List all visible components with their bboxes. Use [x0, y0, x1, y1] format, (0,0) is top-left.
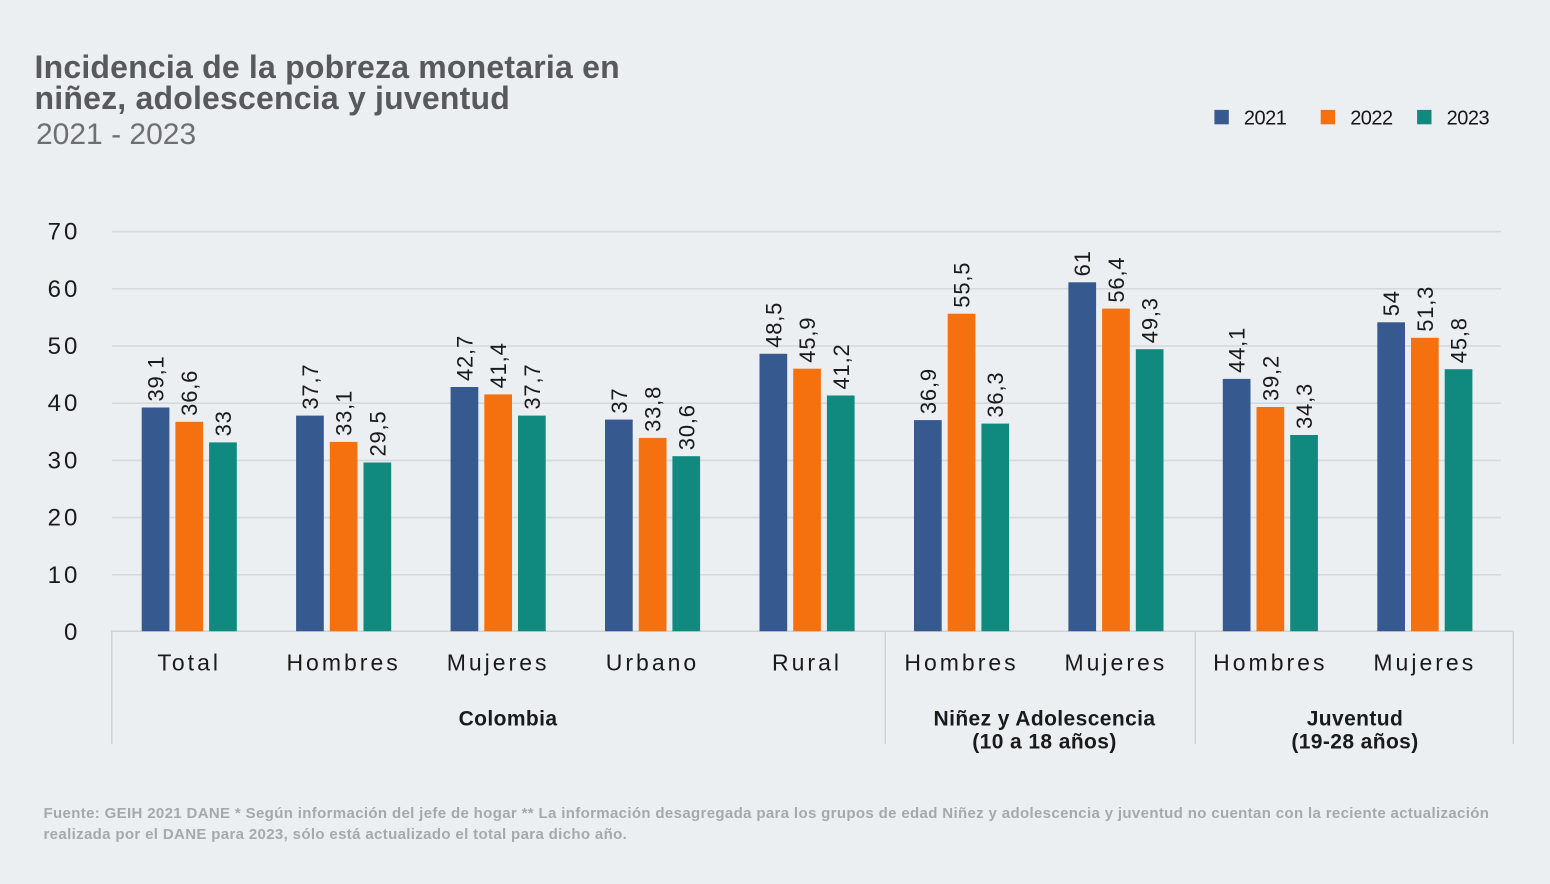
svg-text:29,5: 29,5 — [365, 410, 390, 456]
svg-text:2021: 2021 — [1244, 107, 1287, 129]
svg-text:2023: 2023 — [1447, 107, 1490, 129]
svg-text:10: 10 — [48, 562, 81, 589]
svg-text:39,1: 39,1 — [144, 355, 169, 401]
svg-text:48,5: 48,5 — [761, 302, 786, 348]
svg-text:Mujeres: Mujeres — [447, 650, 550, 676]
svg-text:45,8: 45,8 — [1447, 317, 1472, 363]
svg-text:Mujeres: Mujeres — [1373, 650, 1476, 676]
svg-text:(19-28 años): (19-28 años) — [1291, 731, 1418, 754]
svg-text:36,3: 36,3 — [983, 372, 1008, 418]
svg-text:Hombres: Hombres — [286, 650, 400, 676]
svg-text:36,9: 36,9 — [916, 368, 941, 414]
svg-text:Urbano: Urbano — [606, 650, 699, 676]
svg-text:54: 54 — [1379, 290, 1404, 316]
svg-text:Hombres: Hombres — [904, 650, 1018, 676]
svg-text:61: 61 — [1070, 250, 1095, 276]
svg-text:(10 a 18 años): (10 a 18 años) — [972, 731, 1117, 754]
svg-text:55,5: 55,5 — [950, 262, 975, 308]
svg-text:56,4: 56,4 — [1104, 257, 1129, 303]
svg-text:41,4: 41,4 — [486, 342, 511, 388]
svg-text:30,6: 30,6 — [674, 404, 699, 450]
svg-text:Hombres: Hombres — [1213, 650, 1327, 676]
svg-text:50: 50 — [48, 333, 81, 360]
svg-text:Mujeres: Mujeres — [1064, 650, 1167, 676]
svg-text:Total: Total — [157, 650, 221, 676]
svg-text:33: 33 — [211, 410, 236, 436]
svg-text:Juventud: Juventud — [1307, 708, 1404, 731]
svg-text:42,7: 42,7 — [452, 335, 477, 381]
svg-text:39,2: 39,2 — [1258, 355, 1283, 401]
svg-text:45,9: 45,9 — [795, 317, 820, 363]
svg-text:33,1: 33,1 — [332, 390, 357, 436]
svg-text:37,7: 37,7 — [298, 364, 323, 410]
svg-text:Rural: Rural — [772, 650, 842, 676]
svg-text:Colombia: Colombia — [459, 708, 558, 731]
svg-text:34,3: 34,3 — [1292, 383, 1317, 429]
svg-text:Niñez y Adolescencia: Niñez y Adolescencia — [934, 708, 1156, 731]
svg-text:20: 20 — [48, 505, 81, 532]
svg-text:33,8: 33,8 — [641, 386, 666, 432]
svg-text:2022: 2022 — [1350, 107, 1393, 129]
svg-text:41,2: 41,2 — [829, 343, 854, 389]
svg-text:37: 37 — [607, 388, 632, 414]
svg-text:40: 40 — [48, 390, 81, 417]
svg-text:30: 30 — [48, 447, 81, 474]
svg-text:49,3: 49,3 — [1138, 297, 1163, 343]
svg-text:70: 70 — [48, 219, 81, 246]
svg-text:36,6: 36,6 — [177, 370, 202, 416]
svg-text:51,3: 51,3 — [1413, 286, 1438, 332]
svg-text:44,1: 44,1 — [1225, 327, 1250, 373]
svg-text:0: 0 — [64, 619, 80, 646]
svg-text:60: 60 — [48, 276, 81, 303]
svg-text:37,7: 37,7 — [520, 364, 545, 410]
